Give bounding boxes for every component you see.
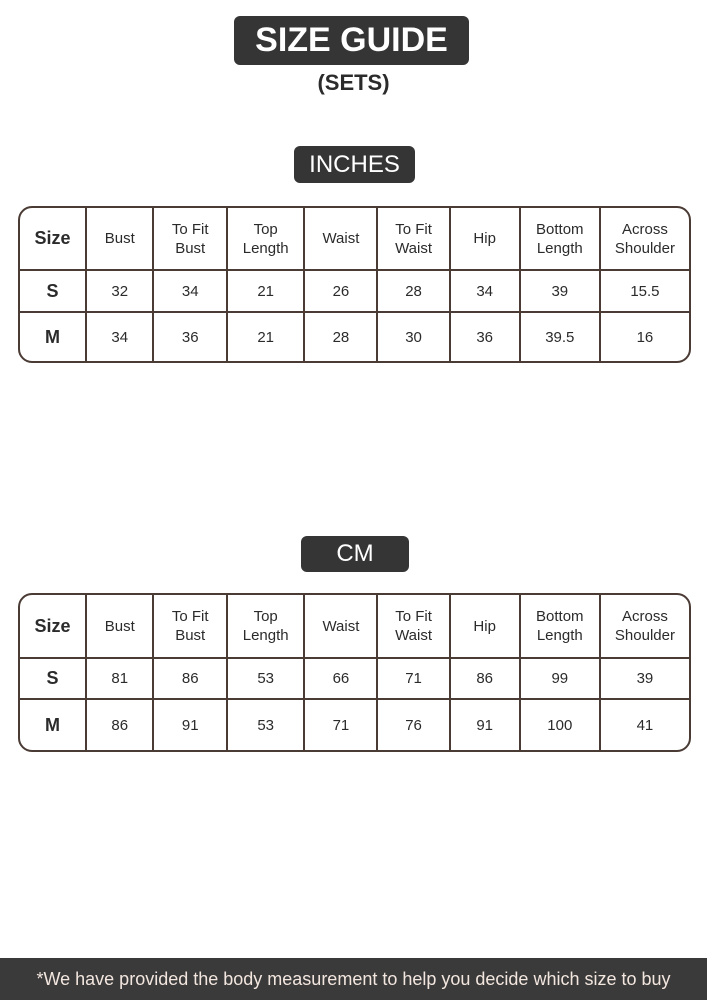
table-row: M 34 36 21 28 30 36 39.5 16 <box>20 313 689 361</box>
table-cell: 36 <box>451 313 521 361</box>
header-row: Size Bust To Fit Bust Top Length Waist To Fit… <box>20 595 689 659</box>
column-header: Top Length <box>227 208 306 271</box>
column-header: To Fit Bust <box>154 595 228 659</box>
column-header: Top Length <box>227 595 306 659</box>
column-header: Waist <box>305 208 379 271</box>
size-table-inches: Size Bust To Fit Bust Top Length Waist To Fit… <box>18 206 691 363</box>
column-header: To Fit Waist <box>378 208 451 271</box>
table-row: M 86 91 53 71 76 91 100 41 <box>20 700 689 750</box>
table-cell: 66 <box>305 659 379 700</box>
column-header: Across Shoulder <box>600 595 689 659</box>
table-cell: 41 <box>636 716 654 734</box>
table-cell: S <box>20 659 87 700</box>
table-cell: 100 <box>521 700 601 750</box>
table-cell: 86 <box>87 700 155 750</box>
table-cell: 30 <box>378 313 451 361</box>
table-cell: 76 <box>378 700 451 750</box>
page-title: SIZE GUIDE <box>234 16 469 65</box>
column-header: Bust <box>86 208 155 271</box>
header-row: Size Bust To Fit Bust Top Length Waist To Fit… <box>20 208 689 271</box>
table-cell: 21 <box>228 313 306 361</box>
table-cell: 32 <box>86 271 155 313</box>
table-cell: 39.5 <box>521 313 601 361</box>
table-cell: 91 <box>451 700 521 750</box>
table-cell: 16 <box>636 328 654 346</box>
table-cell: 21 <box>227 271 306 313</box>
table-cell: 91 <box>154 700 228 750</box>
table-cell: 34 <box>87 313 155 361</box>
unit-label-cm: CM <box>301 536 409 572</box>
table-cell: 34 <box>154 271 228 313</box>
column-header: To Fit Waist <box>378 595 451 659</box>
footer-note: *We have provided the body measurement t… <box>0 958 707 1000</box>
table-cell: 86 <box>154 659 228 700</box>
column-header: Across Shoulder <box>600 208 689 271</box>
unit-label-inches: INCHES <box>294 146 415 183</box>
column-header: Size <box>20 208 87 271</box>
table-cell: 28 <box>305 313 379 361</box>
table-cell: 71 <box>378 659 451 700</box>
table-cell: 15.5 <box>600 271 689 313</box>
table-cell: 36 <box>154 313 228 361</box>
column-header: To Fit Bust <box>154 208 228 271</box>
size-table-cm: Size Bust To Fit Bust Top Length Waist To Fit… <box>18 593 691 752</box>
table-cell: 34 <box>450 271 521 313</box>
table-cell: 28 <box>378 271 451 313</box>
table-cell: M <box>20 700 87 750</box>
table-row: S 81 86 53 66 71 86 99 39 <box>20 659 689 700</box>
table-cell: 39 <box>600 659 689 700</box>
table-cell: 53 <box>227 659 306 700</box>
column-header: Bottom Length <box>520 208 601 271</box>
table-cell: 71 <box>305 700 379 750</box>
column-header: Bottom Length <box>520 595 601 659</box>
table-cell: 39 <box>520 271 601 313</box>
table-cell: M <box>20 313 87 361</box>
page-subtitle: (SETS) <box>317 70 390 95</box>
table-row: S 32 34 21 26 28 34 39 15.5 <box>20 271 689 313</box>
table-cell: 53 <box>228 700 306 750</box>
table-cell: 99 <box>520 659 601 700</box>
column-header: Hip <box>450 208 521 271</box>
column-header: Bust <box>86 595 155 659</box>
table-cell: 81 <box>86 659 155 700</box>
table-cell: S <box>20 271 87 313</box>
column-header: Size <box>20 595 87 659</box>
table-cell: 86 <box>450 659 521 700</box>
column-header: Waist <box>305 595 379 659</box>
column-header: Hip <box>450 595 521 659</box>
table-cell: 26 <box>305 271 379 313</box>
